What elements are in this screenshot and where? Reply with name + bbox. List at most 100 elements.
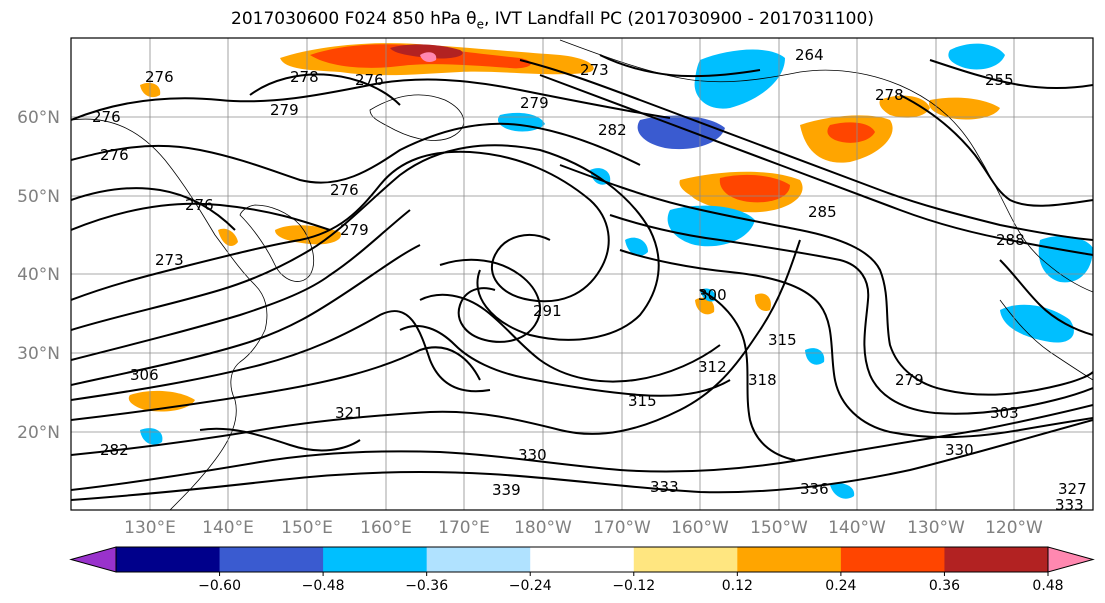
lat-label: 20°N xyxy=(17,423,60,443)
contour-line xyxy=(71,346,481,421)
lon-label: 130°E xyxy=(124,518,176,538)
contour-label: 282 xyxy=(598,121,627,139)
contour-line xyxy=(599,54,761,78)
colorbar-extend-low xyxy=(69,546,117,573)
shade-negative xyxy=(625,237,648,256)
contour-line xyxy=(71,144,660,341)
contour-label: 327 xyxy=(1058,480,1087,498)
lat-label: 40°N xyxy=(17,265,60,285)
contour-label: 288 xyxy=(996,231,1025,249)
contour-line xyxy=(249,73,401,106)
contour-label: 276 xyxy=(92,108,121,126)
contour-label: 279 xyxy=(895,371,924,389)
contour-line xyxy=(71,244,421,386)
contour-line xyxy=(71,202,331,231)
colorbar-segment xyxy=(944,547,1049,572)
contour-line xyxy=(559,164,1093,396)
latitude-labels: 60°N 50°N 40°N 30°N 20°N xyxy=(17,108,60,443)
contour-lines xyxy=(71,54,1093,501)
contour-label: 333 xyxy=(1055,496,1084,514)
shade-negative xyxy=(694,49,785,109)
contour-line xyxy=(71,404,1093,491)
coastline xyxy=(999,299,1093,381)
contour-label: 330 xyxy=(945,441,974,459)
colorbar: −0.60 −0.48 −0.36 −0.24 −0.12 0.12 0.24 0.36 0.4… xyxy=(69,546,1095,594)
contour-line xyxy=(71,310,491,401)
contour-line xyxy=(999,259,1093,336)
contour-label: 333 xyxy=(650,478,679,496)
title-rest: , IVT Landfall PC (2017030900 - 20170311… xyxy=(483,9,874,29)
contour-line xyxy=(71,419,1093,501)
map-area: 276 278 279 276 276 279 273 276 276 273 … xyxy=(71,38,1093,514)
contour-line xyxy=(71,239,801,456)
contour-labels: 276 278 279 276 276 279 273 276 276 273 … xyxy=(92,46,1087,514)
contour-line xyxy=(71,187,236,231)
contour-label: 285 xyxy=(808,203,837,221)
shade-positive xyxy=(879,95,930,118)
contour-label: 255 xyxy=(985,71,1014,89)
contour-label: 273 xyxy=(580,61,609,79)
contour-label: 321 xyxy=(335,404,364,422)
contour-label: 315 xyxy=(768,331,797,349)
contour-label: 312 xyxy=(698,358,727,376)
contour-line xyxy=(539,74,1093,256)
contour-label: 276 xyxy=(145,68,174,86)
lat-label: 50°N xyxy=(17,187,60,207)
contour-label: 339 xyxy=(492,481,521,499)
lon-label: 150°E xyxy=(281,518,333,538)
colorbar-tick-label: 0.48 xyxy=(1032,578,1063,594)
colorbar-tick-label: 0.12 xyxy=(722,578,753,594)
contour-line xyxy=(399,325,731,397)
lon-label: 160°W xyxy=(671,518,729,538)
colorbar-segment xyxy=(116,547,221,572)
colorbar-segment xyxy=(530,547,635,572)
shade-negative xyxy=(805,348,825,365)
lon-label: 170°E xyxy=(438,518,490,538)
lon-label: 160°E xyxy=(360,518,412,538)
contour-label: 278 xyxy=(290,68,319,86)
colorbar-segment xyxy=(219,547,324,572)
shade-negative xyxy=(1000,304,1074,343)
shade-positive xyxy=(827,122,875,143)
title-subscript: e xyxy=(476,17,484,32)
lon-label: 150°W xyxy=(750,518,808,538)
shade-negative xyxy=(948,43,1005,70)
contour-label: 291 xyxy=(533,302,562,320)
lon-label: 120°W xyxy=(985,518,1043,538)
lon-label: 130°W xyxy=(907,518,965,538)
contour-label: 279 xyxy=(340,221,369,239)
shade-positive xyxy=(929,97,1000,120)
shade-negative xyxy=(830,483,855,499)
coastlines xyxy=(71,39,1093,510)
colorbar-segment xyxy=(840,547,945,572)
lon-label: 180°W xyxy=(514,518,572,538)
colorbar-tick-label: −0.12 xyxy=(612,578,655,594)
contour-label: 306 xyxy=(130,366,159,384)
contour-line xyxy=(439,258,541,343)
contour-label: 303 xyxy=(990,404,1019,422)
contour-label: 276 xyxy=(185,196,214,214)
contour-line xyxy=(419,293,721,383)
contour-label: 278 xyxy=(875,86,904,104)
contour-line xyxy=(519,59,1093,241)
lon-label: 140°W xyxy=(828,518,886,538)
colorbar-segment xyxy=(737,547,842,572)
lon-label: 170°W xyxy=(593,518,651,538)
coastline xyxy=(239,204,314,282)
contour-line xyxy=(929,59,1093,90)
figure-title: 2017030600 F024 850 hPa θe, IVT Landfall… xyxy=(0,9,1105,31)
longitude-labels: 130°E 140°E 150°E 160°E 170°E 180°W 170°… xyxy=(124,518,1043,538)
lon-label: 140°E xyxy=(202,518,254,538)
shading-layer xyxy=(128,43,1093,499)
colorbar-segment xyxy=(633,547,738,572)
map-frame xyxy=(70,37,1094,511)
contour-label: 330 xyxy=(518,446,547,464)
contour-line xyxy=(899,94,1093,207)
colorbar-tick-label: −0.24 xyxy=(509,578,552,594)
colorbar-tick-label: 0.36 xyxy=(929,578,960,594)
contour-line xyxy=(619,249,1093,439)
colorbar-segment xyxy=(323,547,428,572)
lat-label: 30°N xyxy=(17,344,60,364)
contour-label: 276 xyxy=(330,181,359,199)
